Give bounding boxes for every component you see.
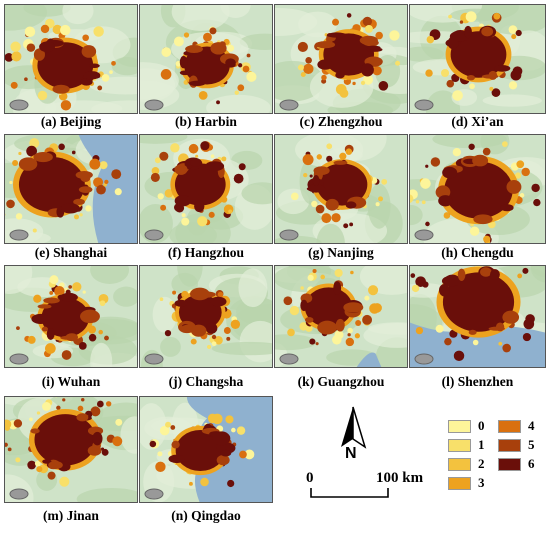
map-panel: (h) Chengdu — [409, 134, 546, 265]
legend-label: 6 — [528, 456, 535, 471]
legend-label: 2 — [478, 456, 485, 471]
legend-item: 0 — [448, 418, 485, 434]
map-panel: (e) Shanghai — [4, 134, 138, 265]
legend-item: 6 — [498, 456, 535, 472]
panel-caption: (b) Harbin — [175, 114, 237, 129]
legend-swatch — [498, 457, 521, 471]
map-panel: (m) Jinan — [4, 396, 138, 528]
map-image — [139, 4, 273, 114]
legend-label: 0 — [478, 418, 485, 433]
map-panel: (j) Changsha — [139, 265, 273, 394]
panel-caption: (c) Zhengzhou — [299, 114, 383, 129]
legend-swatch — [498, 419, 521, 433]
panel-caption: (j) Changsha — [168, 374, 244, 389]
north-label: N — [345, 445, 357, 462]
map-image — [409, 265, 546, 368]
legend-swatch — [498, 438, 521, 452]
map-image — [139, 134, 273, 244]
panel-caption: (d) Xi’an — [451, 114, 504, 129]
map-image — [4, 265, 138, 368]
map-image — [4, 134, 138, 244]
map-image — [274, 4, 408, 114]
map-image — [139, 396, 273, 503]
legend-item: 4 — [498, 418, 535, 434]
map-panel: (n) Qingdao — [139, 396, 273, 528]
scale-bar: 0 100 km — [300, 470, 430, 505]
panel-caption: (e) Shanghai — [34, 245, 108, 260]
map-image — [274, 265, 408, 368]
legend-label: 3 — [478, 475, 485, 490]
map-panel: (i) Wuhan — [4, 265, 138, 394]
panel-caption: (g) Nanjing — [308, 245, 374, 260]
panel-caption: (f) Hangzhou — [167, 245, 245, 260]
legend-item: 2 — [448, 456, 485, 472]
panel-caption: (n) Qingdao — [171, 508, 241, 523]
map-panel: (k) Guangzhou — [274, 265, 408, 394]
map-image — [409, 4, 546, 114]
legend-swatch — [448, 476, 471, 490]
map-image — [139, 265, 273, 368]
legend-item: 3 — [448, 475, 485, 491]
map-panel: (g) Nanjing — [274, 134, 408, 265]
map-panel: (d) Xi’an — [409, 4, 546, 134]
map-image — [4, 4, 138, 114]
scale-end-label: 100 km — [376, 470, 424, 486]
map-panel: (f) Hangzhou — [139, 134, 273, 265]
legend-item: 1 — [448, 437, 485, 453]
map-image — [4, 396, 138, 503]
map-panel: (c) Zhengzhou — [274, 4, 408, 134]
legend-swatch — [448, 419, 471, 433]
panel-caption: (m) Jinan — [43, 508, 99, 523]
legend-label: 4 — [528, 418, 535, 433]
map-panel: (a) Beijing — [4, 4, 138, 134]
north-arrow: N — [333, 405, 373, 467]
scale-start-label: 0 — [306, 470, 314, 486]
panel-caption: (a) Beijing — [40, 114, 102, 129]
panel-caption: (k) Guangzhou — [297, 374, 385, 389]
panel-caption: (l) Shenzhen — [441, 374, 514, 389]
legend-label: 1 — [478, 437, 485, 452]
legend-item: 5 — [498, 437, 535, 453]
map-image — [409, 134, 546, 244]
map-image — [274, 134, 408, 244]
legend-swatch — [448, 438, 471, 452]
legend-swatch — [448, 457, 471, 471]
legend-label: 5 — [528, 437, 535, 452]
panel-caption: (i) Wuhan — [41, 374, 101, 389]
panel-caption: (h) Chengdu — [441, 245, 514, 260]
map-panel: (l) Shenzhen — [409, 265, 546, 394]
map-panel: (b) Harbin — [139, 4, 273, 134]
